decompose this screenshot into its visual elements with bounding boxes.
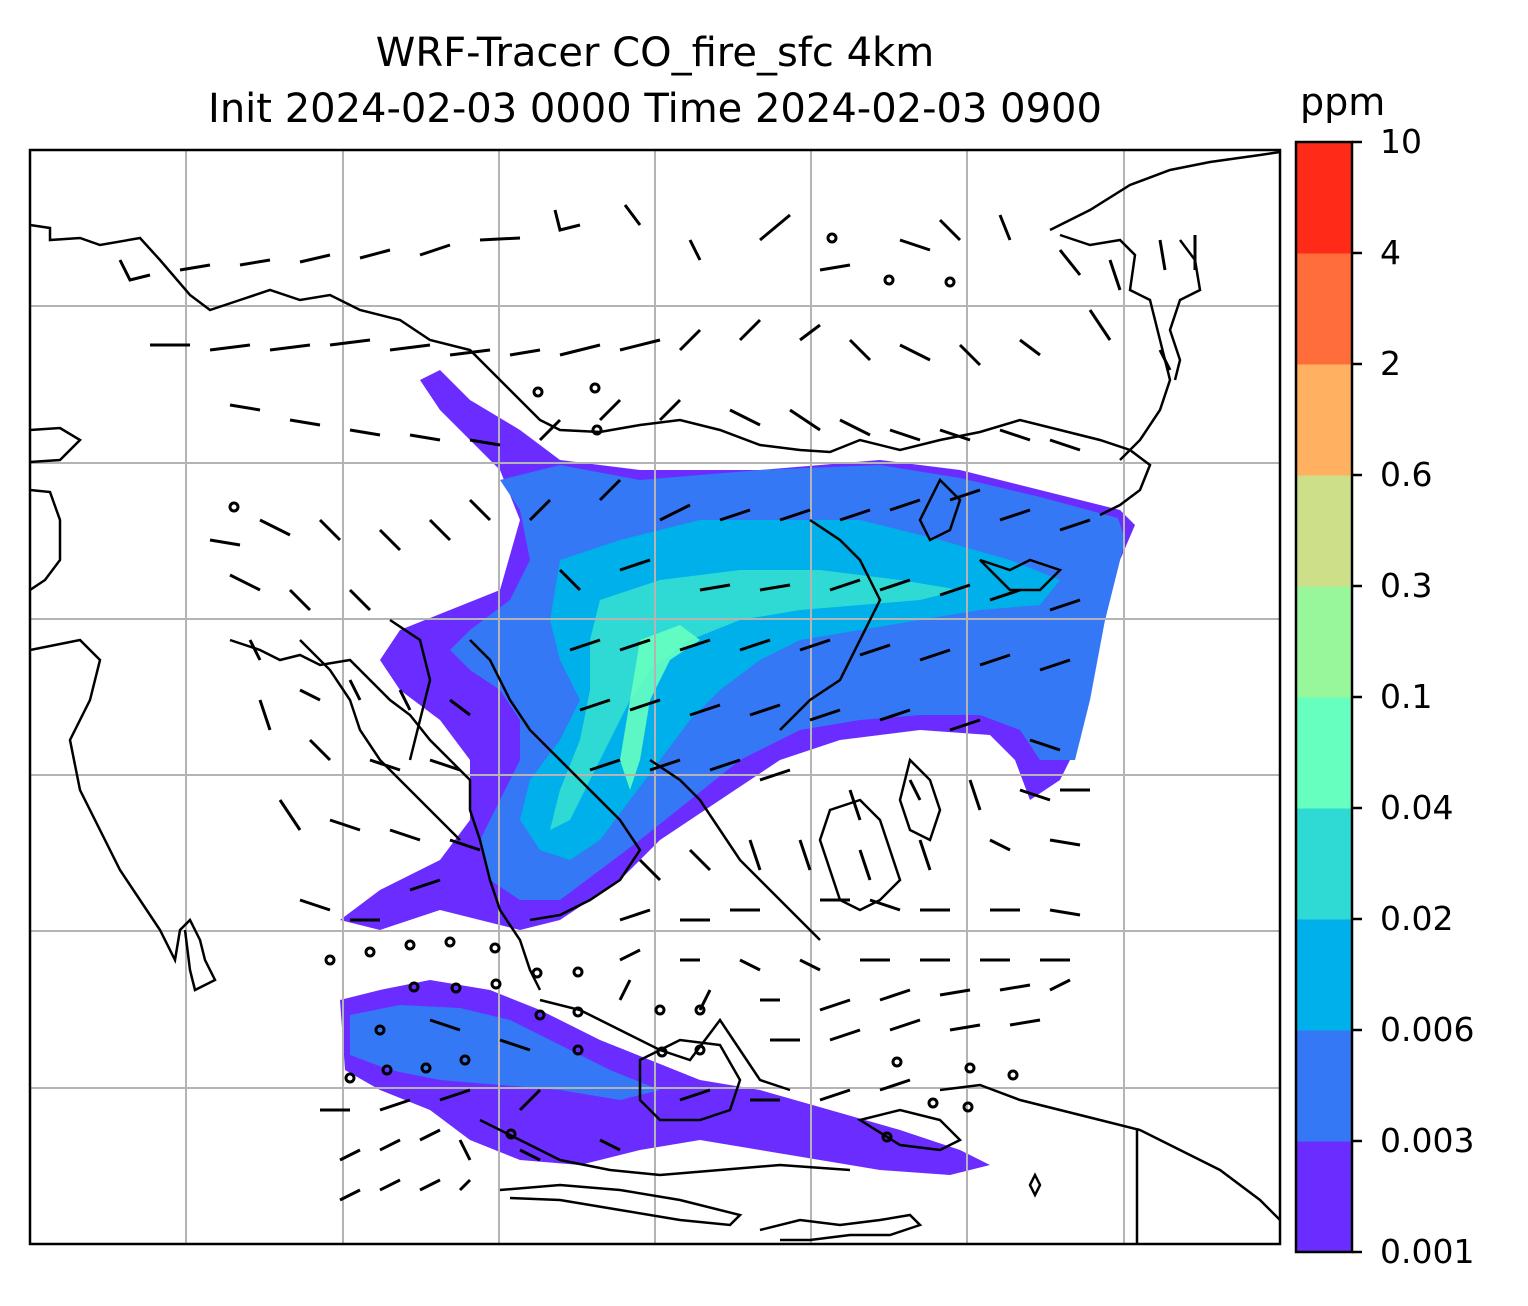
map-panel [30, 150, 1280, 1244]
colorbar-tick-label: 4 [1380, 233, 1401, 272]
colorbar-tick-label: 0.04 [1380, 788, 1454, 827]
coastlines [30, 150, 1280, 1244]
colorbar-tick-label: 0.003 [1380, 1121, 1475, 1160]
colorbar-segment [1296, 1141, 1352, 1253]
colorbar-segment [1296, 919, 1352, 1031]
colorbar-segment [1296, 475, 1352, 587]
colorbar-segment [1296, 1030, 1352, 1142]
colorbar-tick-label: 0.02 [1380, 899, 1454, 938]
map-title-line2: Init 2024-02-03 0000 Time 2024-02-03 090… [208, 86, 1102, 132]
colorbar-tick-label: 2 [1380, 344, 1401, 383]
colorbar-tick-label: 0.001 [1380, 1232, 1475, 1271]
colorbar-tick-label: 10 [1380, 122, 1422, 161]
colorbar-tick-label: 0.6 [1380, 455, 1433, 494]
plume-band-002 [550, 570, 960, 830]
calm-markers [228, 232, 1019, 1143]
colorbar-segment [1296, 808, 1352, 920]
colorbar-frame [1294, 140, 1354, 1254]
colorbar [1296, 140, 1362, 1254]
colorbar-segment [1296, 364, 1352, 476]
colorbar-tick-label: 0.3 [1380, 566, 1433, 605]
colorbar-segment [1296, 253, 1352, 365]
colorbar-segment [1296, 586, 1352, 698]
colorbar-segment [1296, 697, 1352, 809]
map-title-line1: WRF-Tracer CO_fire_sfc 4km [375, 30, 935, 76]
colorbar-tick-label: 0.1 [1380, 677, 1433, 716]
colorbar-segment [1296, 142, 1352, 254]
plume-band-0003-south [350, 1005, 660, 1100]
wind-barbs [118, 204, 1197, 1202]
colorbar-tick-label: 0.006 [1380, 1010, 1475, 1049]
plume-band-004 [620, 625, 700, 790]
map-gridlines [30, 150, 1280, 1244]
colorbar-unit-label: ppm [1300, 80, 1386, 124]
map-frame [28, 148, 1282, 1246]
